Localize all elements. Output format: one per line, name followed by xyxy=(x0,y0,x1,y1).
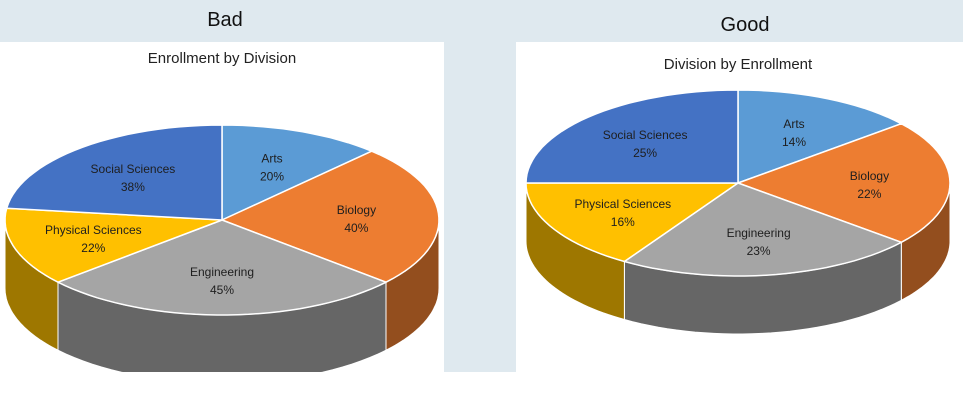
slice-name-label: Engineering xyxy=(727,226,791,240)
pie-slice-biology xyxy=(221,150,440,283)
pie-chart-good: Arts 14% Biology 22% Engineering 23% Physical … xyxy=(525,89,951,335)
pie-slice-arts xyxy=(221,124,373,221)
pie-slice-social-sciences xyxy=(5,124,223,221)
slice-value-label: 23% xyxy=(747,244,771,258)
slice-value-label: 45% xyxy=(210,283,234,297)
chart-panel-good: Division by Enrollment Arts 14% Biology 22%… xyxy=(516,44,960,370)
chart-title: Division by Enrollment xyxy=(663,56,813,73)
pie-slice-social-sciences xyxy=(525,89,739,184)
slice-name-label: Biology xyxy=(850,169,889,183)
slice-name-label: Physical Sciences xyxy=(574,197,671,211)
slice-value-label: 22% xyxy=(81,241,105,255)
chart-title: Enrollment by Division xyxy=(147,50,297,67)
slice-name-label: Arts xyxy=(261,151,282,165)
slice-value-label: 40% xyxy=(344,221,368,235)
pie-slice-arts xyxy=(737,89,903,184)
heading-good: Good xyxy=(720,14,770,36)
slice-value-label: 20% xyxy=(260,169,284,183)
slice-name-label: Social Sciences xyxy=(91,162,176,176)
chart-panel-bad: Enrollment by Division Arts 20% Biology 40%… xyxy=(0,42,444,372)
pie-slice-biology xyxy=(737,122,951,244)
slice-value-label: 38% xyxy=(121,180,145,194)
pie-slice-engineering xyxy=(57,219,387,316)
slice-name-label: Engineering xyxy=(190,265,254,279)
slice-name-label: Arts xyxy=(783,117,804,131)
pie-slice-engineering xyxy=(623,182,903,277)
panel-divider xyxy=(444,0,516,372)
slice-name-label: Biology xyxy=(337,203,376,217)
slice-name-label: Physical Sciences xyxy=(45,223,142,237)
pie-chart-bad: Arts 20% Biology 40% Engineering 45% Physical … xyxy=(4,124,440,372)
pie-slice-physical-sciences xyxy=(4,207,223,283)
pie-slice-physical-sciences xyxy=(525,182,739,263)
slice-value-label: 25% xyxy=(633,146,657,160)
slice-value-label: 16% xyxy=(611,215,635,229)
slice-value-label: 14% xyxy=(782,135,806,149)
heading-bad: Bad xyxy=(207,9,243,31)
slice-value-label: 22% xyxy=(857,187,881,201)
slice-name-label: Social Sciences xyxy=(603,128,688,142)
